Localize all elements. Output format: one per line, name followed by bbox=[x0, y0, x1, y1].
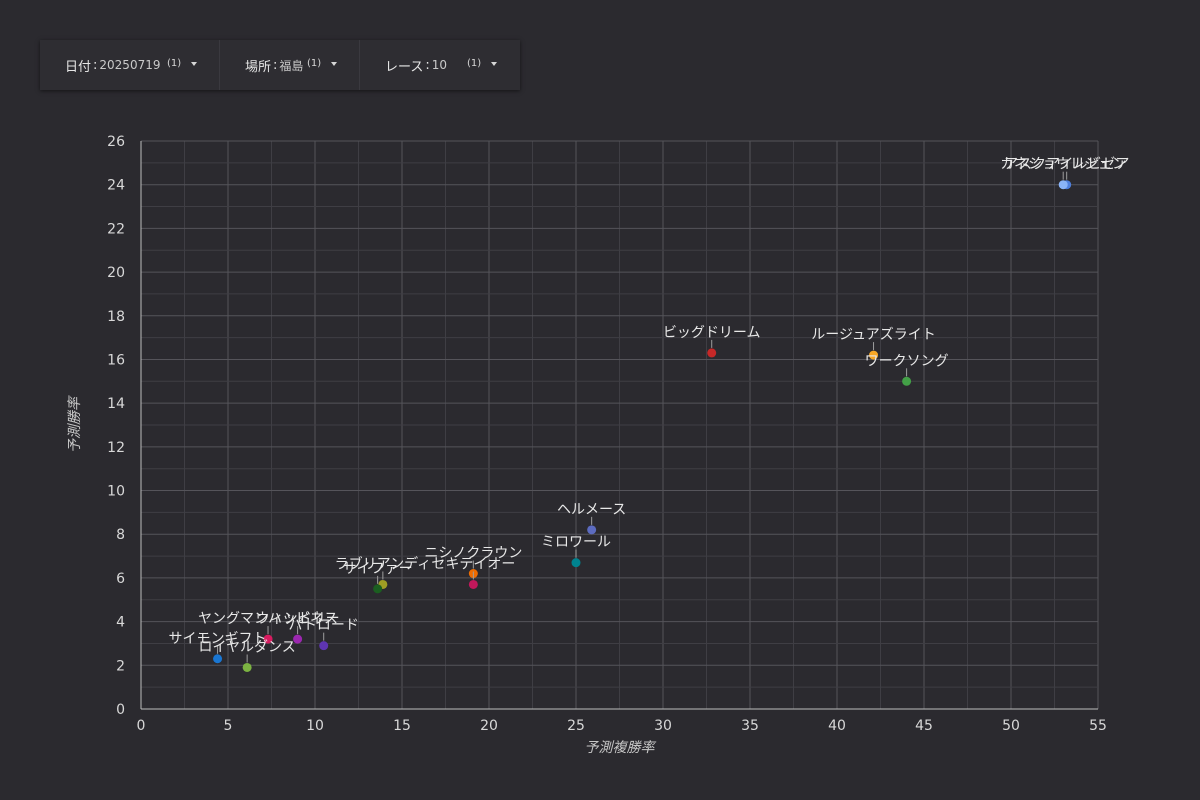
filter-race-label: レース bbox=[385, 59, 424, 75]
x-tick-label: 15 bbox=[393, 718, 411, 734]
data-point bbox=[293, 634, 303, 644]
chevron-down-icon[interactable] bbox=[491, 62, 497, 66]
data-label: ビッグドリーム bbox=[663, 325, 761, 341]
x-tick-label: 40 bbox=[828, 718, 846, 734]
data-label: ワークソング bbox=[865, 353, 949, 369]
y-tick-label: 8 bbox=[116, 527, 125, 543]
data-label: ウィンドリー bbox=[256, 611, 340, 627]
data-label: ニシノクラウン bbox=[424, 546, 522, 562]
x-tick-label: 10 bbox=[306, 718, 324, 734]
y-tick-label: 18 bbox=[107, 309, 125, 325]
y-tick-label: 6 bbox=[116, 571, 125, 587]
y-axis-title: 予測勝率 bbox=[67, 395, 83, 453]
x-tick-label: 5 bbox=[224, 718, 233, 734]
x-tick-label: 25 bbox=[567, 718, 585, 734]
y-tick-label: 20 bbox=[107, 265, 125, 281]
x-tick-label: 30 bbox=[654, 718, 672, 734]
filter-date[interactable]: 日付: 20250719 (1) bbox=[40, 40, 220, 90]
data-point bbox=[571, 558, 581, 568]
y-tick-label: 26 bbox=[107, 134, 125, 150]
data-point bbox=[373, 584, 383, 594]
data-point bbox=[707, 348, 717, 358]
x-tick-label: 20 bbox=[480, 718, 498, 734]
y-tick-label: 14 bbox=[107, 396, 125, 412]
data-label: ヘルメース bbox=[557, 502, 626, 518]
x-tick-label: 55 bbox=[1089, 718, 1107, 734]
data-point bbox=[242, 662, 252, 672]
filter-race[interactable]: レース: 10 (1) bbox=[360, 40, 520, 90]
data-label: サイファー bbox=[343, 561, 413, 577]
y-tick-label: 22 bbox=[107, 221, 125, 237]
data-label: セキテイオー bbox=[431, 556, 515, 572]
y-tick-label: 2 bbox=[116, 658, 125, 674]
data-point bbox=[263, 634, 273, 644]
data-point bbox=[587, 525, 597, 535]
data-point bbox=[902, 376, 912, 386]
y-tick-label: 0 bbox=[116, 702, 125, 718]
filter-place-value: 福島 bbox=[279, 58, 304, 73]
y-tick-label: 24 bbox=[107, 178, 125, 194]
y-tick-label: 10 bbox=[107, 484, 125, 500]
y-tick-label: 4 bbox=[116, 615, 125, 631]
data-point bbox=[319, 641, 329, 651]
data-label: ミロワール bbox=[541, 535, 611, 551]
data-label: パトロード bbox=[288, 618, 358, 634]
data-point bbox=[869, 350, 879, 360]
x-tick-label: 0 bbox=[137, 718, 146, 734]
x-tick-label: 50 bbox=[1002, 718, 1020, 734]
filter-date-value: 20250719 bbox=[99, 58, 161, 72]
data-label: ロイヤルダンス bbox=[198, 639, 295, 655]
filter-place-count: (1) bbox=[307, 58, 322, 69]
filter-bar: 日付: 20250719 (1) 場所: 福島 (1) レース: 10 (1) bbox=[40, 40, 520, 90]
data-label: ルージュアズライト bbox=[811, 327, 935, 343]
data-point bbox=[213, 654, 223, 664]
y-tick-label: 16 bbox=[107, 352, 125, 368]
filter-place[interactable]: 場所: 福島 (1) bbox=[220, 40, 360, 90]
x-tick-label: 35 bbox=[741, 718, 759, 734]
data-label: ラブリアンディ bbox=[335, 555, 431, 572]
filter-place-label: 場所 bbox=[245, 59, 272, 75]
x-tick-label: 45 bbox=[915, 718, 933, 734]
data-label: ヤングマンハッピネス bbox=[198, 611, 338, 627]
data-label: カネショウレジェン bbox=[1000, 157, 1126, 173]
y-tick-label: 12 bbox=[107, 440, 125, 456]
data-point bbox=[468, 579, 478, 589]
data-label: アスクアイルビゼア bbox=[1004, 157, 1129, 173]
filter-race-count: (1) bbox=[467, 58, 482, 69]
filter-date-count: (1) bbox=[167, 58, 182, 69]
data-label: サイモンギフト bbox=[169, 631, 267, 647]
chevron-down-icon[interactable] bbox=[331, 62, 337, 66]
chevron-down-icon[interactable] bbox=[191, 62, 197, 66]
x-axis-title: 予測複勝率 bbox=[585, 740, 657, 756]
filter-date-label: 日付 bbox=[65, 59, 92, 75]
filter-race-value: 10 bbox=[431, 58, 448, 72]
data-point bbox=[1058, 180, 1068, 190]
